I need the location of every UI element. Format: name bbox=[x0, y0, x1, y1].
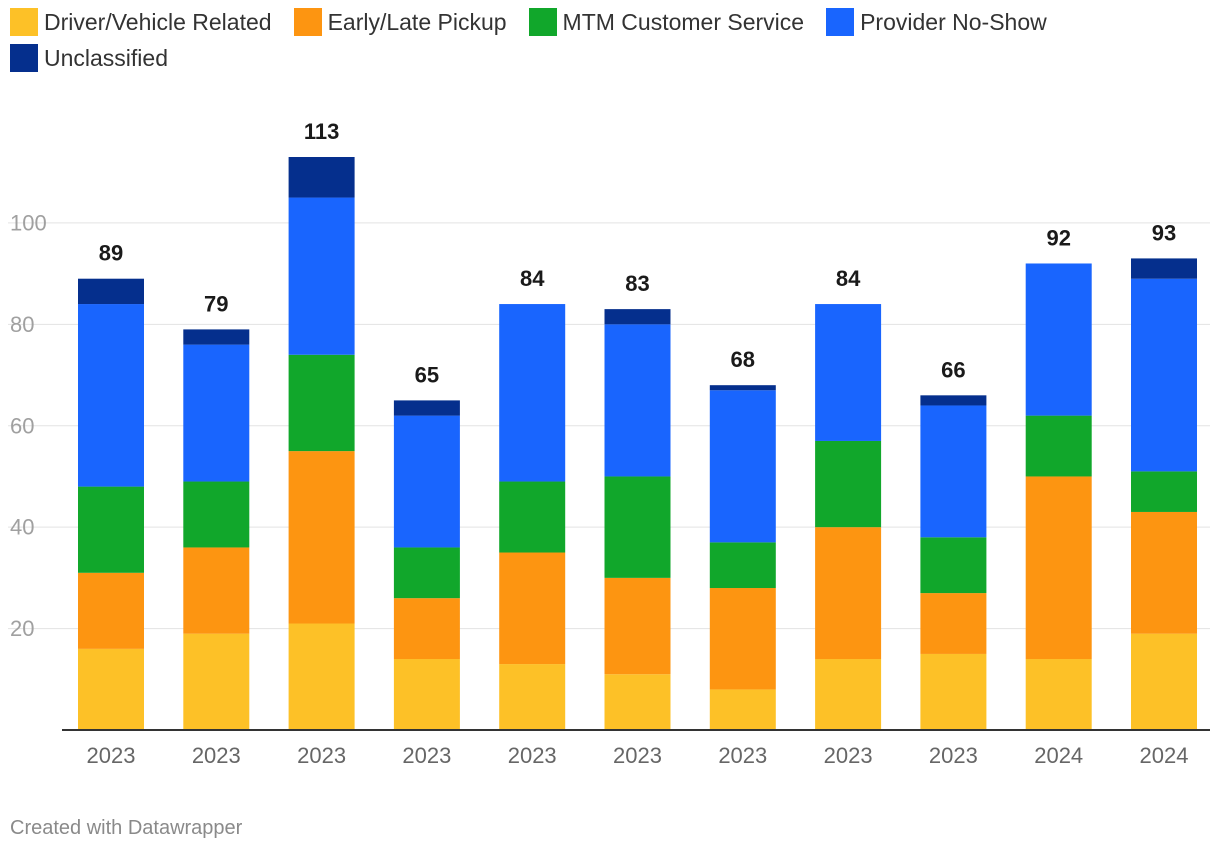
bar-segment bbox=[709, 689, 776, 730]
bar-segment bbox=[815, 527, 882, 660]
bar-segment bbox=[815, 304, 882, 441]
total-label: 66 bbox=[941, 357, 965, 382]
total-label: 92 bbox=[1046, 225, 1070, 250]
bar-segment bbox=[393, 598, 460, 660]
bar-segment bbox=[604, 577, 671, 675]
legend-label: Provider No-Show bbox=[860, 8, 1047, 35]
y-tick-label: 100 bbox=[10, 210, 47, 235]
credit-text: Created with Datawrapper bbox=[10, 817, 243, 839]
y-tick-label: 80 bbox=[10, 312, 34, 337]
bar-segment bbox=[1131, 471, 1197, 512]
bar-segment bbox=[288, 157, 355, 198]
bar-segment bbox=[709, 588, 776, 690]
bar-segment bbox=[1025, 415, 1092, 477]
total-label: 84 bbox=[520, 266, 545, 291]
x-tick-label: 2023 bbox=[929, 743, 978, 768]
legend-item: MTM Customer Service bbox=[528, 8, 805, 36]
x-tick-label: 2023 bbox=[613, 743, 662, 768]
total-label: 89 bbox=[99, 241, 123, 266]
bar-segment bbox=[393, 659, 460, 730]
total-label: 68 bbox=[731, 347, 755, 372]
bar-segment bbox=[499, 552, 566, 665]
bar-segment bbox=[604, 476, 671, 578]
legend-label: MTM Customer Service bbox=[562, 8, 805, 35]
bar-segment bbox=[815, 440, 882, 528]
legend-item: Driver/Vehicle Related bbox=[10, 8, 272, 36]
chart-legend: Driver/Vehicle Related Early/Late Pickup M… bbox=[10, 8, 1200, 72]
bar-segment bbox=[1025, 476, 1092, 660]
bar-segment bbox=[499, 304, 566, 482]
x-tick-label: 2023 bbox=[824, 743, 873, 768]
legend-swatch bbox=[293, 8, 322, 36]
bar-segment bbox=[183, 633, 250, 730]
bar-segment bbox=[393, 400, 460, 416]
legend-label: Unclassified bbox=[44, 44, 168, 71]
bar-segment bbox=[393, 415, 460, 548]
bar-segment bbox=[1025, 659, 1092, 730]
legend-swatch bbox=[528, 8, 557, 36]
bar-segment bbox=[288, 197, 355, 355]
legend-item: Unclassified bbox=[10, 44, 168, 72]
legend-label: Driver/Vehicle Related bbox=[44, 8, 272, 35]
x-tick-label: 2024 bbox=[1140, 743, 1189, 768]
total-label: 79 bbox=[204, 291, 228, 316]
bar-segment bbox=[1131, 258, 1197, 279]
bar-segment bbox=[288, 623, 355, 730]
bar-segment bbox=[78, 304, 144, 487]
x-tick-label: 2023 bbox=[192, 743, 241, 768]
bar-segment bbox=[183, 481, 250, 548]
bar-segment bbox=[288, 451, 355, 624]
legend-swatch bbox=[10, 8, 38, 36]
bar-segment bbox=[499, 481, 566, 553]
total-label: 65 bbox=[415, 362, 439, 387]
x-tick-label: 2024 bbox=[1034, 743, 1083, 768]
x-tick-label: 2023 bbox=[87, 743, 136, 768]
x-tick-label: 2023 bbox=[718, 743, 767, 768]
bar-segment bbox=[1131, 633, 1197, 730]
y-tick-label: 40 bbox=[10, 515, 34, 540]
x-tick-label: 2023 bbox=[402, 743, 451, 768]
bar-segment bbox=[920, 593, 987, 654]
y-tick-label: 20 bbox=[10, 616, 34, 641]
total-label: 93 bbox=[1152, 220, 1176, 245]
total-label: 83 bbox=[625, 271, 649, 296]
bar-segment bbox=[920, 537, 987, 594]
total-label: 113 bbox=[304, 119, 340, 144]
stacked-bar-chart: 20 40 60 80 100 89 2023 79 2023 113 2023 65 2023 84 20… bbox=[8, 119, 1210, 768]
bar-segment bbox=[604, 324, 671, 477]
legend-item: Provider No-Show bbox=[826, 8, 1047, 36]
bar-segment bbox=[78, 486, 144, 573]
bar-segment bbox=[920, 405, 987, 538]
bar-segment bbox=[183, 547, 250, 634]
bar-segment bbox=[709, 542, 776, 589]
legend-swatch bbox=[10, 44, 38, 72]
bar-segment bbox=[1025, 263, 1092, 416]
bar-segment bbox=[499, 664, 566, 730]
bar-segment bbox=[393, 547, 460, 599]
bar-segment bbox=[709, 385, 776, 391]
bar-segment bbox=[78, 648, 144, 730]
legend-swatch bbox=[826, 8, 855, 36]
x-tick-label: 2023 bbox=[297, 743, 346, 768]
bar-segment bbox=[604, 309, 671, 325]
bar-segment bbox=[604, 674, 671, 730]
bar-segment bbox=[815, 659, 882, 730]
bar-segment bbox=[709, 390, 776, 543]
bar-segment bbox=[1131, 511, 1197, 634]
x-tick-label: 2023 bbox=[508, 743, 557, 768]
bar-segment bbox=[183, 344, 250, 482]
bar-segment bbox=[920, 395, 987, 406]
y-tick-label: 60 bbox=[10, 413, 34, 438]
legend-label: Early/Late Pickup bbox=[327, 8, 507, 35]
bar-segment bbox=[78, 572, 144, 649]
bar-segment bbox=[920, 653, 987, 730]
bar-segment bbox=[288, 354, 355, 452]
bar-segment bbox=[78, 278, 144, 305]
bar-segment bbox=[1131, 278, 1197, 472]
bar-segment bbox=[183, 329, 250, 345]
total-label: 84 bbox=[836, 266, 861, 291]
legend-item: Early/Late Pickup bbox=[293, 8, 507, 36]
